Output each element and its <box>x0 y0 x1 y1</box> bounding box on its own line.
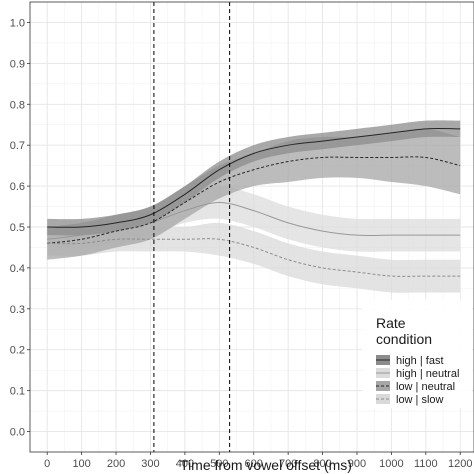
legend-label: high | fast <box>396 355 444 367</box>
confidence-band <box>47 120 461 236</box>
confidence-band <box>47 222 461 293</box>
y-tick-label: 0.1 <box>10 386 25 398</box>
x-tick-label: 900 <box>348 458 366 470</box>
y-tick-label: 0.8 <box>10 99 25 111</box>
legend-label: high | neutral <box>396 368 459 380</box>
y-tick-label: 0.2 <box>10 345 25 357</box>
x-tick-label: 400 <box>176 458 194 470</box>
x-tick-label: 1100 <box>414 458 438 470</box>
x-tick-label: 700 <box>279 458 297 470</box>
legend-title-line: condition <box>376 331 432 347</box>
series-line <box>47 238 461 277</box>
x-tick-label: 1200 <box>448 458 472 470</box>
y-tick-label: 0.6 <box>10 181 25 193</box>
x-tick-label: 300 <box>141 458 159 470</box>
y-tick-label: 0.4 <box>10 263 25 275</box>
y-tick-label: 0.0 <box>10 427 25 439</box>
reference-lines <box>153 2 231 452</box>
y-tick-label: 0.9 <box>10 58 25 70</box>
x-tick-label: 500 <box>210 458 228 470</box>
y-tick-label: 0.7 <box>10 140 25 152</box>
confidence-band <box>47 128 461 260</box>
y-tick-label: 1.0 <box>10 17 25 29</box>
legend-title-line: Rate <box>376 315 406 331</box>
x-tick-label: 0 <box>44 458 50 470</box>
x-axis-ticks: 0 100 200 300 400 500 600 700 800 900 1000 1100 1200 <box>44 452 472 470</box>
x-axis-title: Time from vowel offset (ms) <box>180 457 352 473</box>
legend-label: low | neutral <box>396 381 455 393</box>
legend-label: low | slow <box>396 394 444 406</box>
series-lines <box>47 128 461 277</box>
x-tick-label: 200 <box>107 458 125 470</box>
series-line <box>47 156 461 244</box>
x-tick-label: 1000 <box>379 458 403 470</box>
y-axis-ticks: 0.0 0.1 0.2 0.3 0.4 0.5 0.6 0.7 0.8 0.9 1.0 <box>10 17 30 439</box>
x-tick-label: 800 <box>313 458 331 470</box>
series-line <box>47 128 461 228</box>
y-tick-label: 0.5 <box>10 222 25 234</box>
x-tick-label: 100 <box>72 458 90 470</box>
x-tick-label: 600 <box>245 458 263 470</box>
y-tick-label: 0.3 <box>10 304 25 316</box>
